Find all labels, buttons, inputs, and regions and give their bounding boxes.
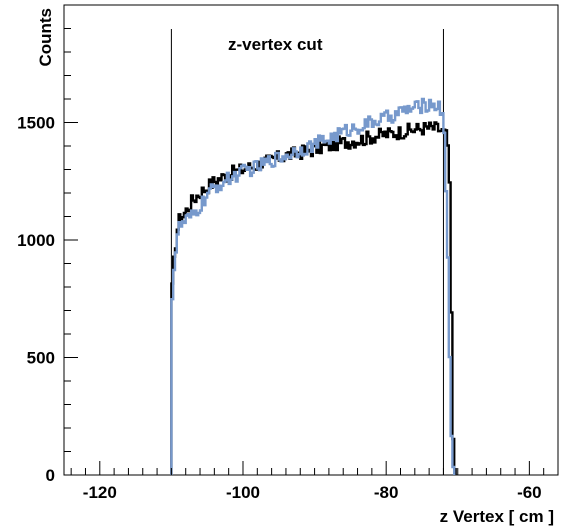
x-tick-label: -60 <box>517 483 542 502</box>
plot-frame <box>63 4 559 476</box>
y-tick-label: 1000 <box>17 231 55 250</box>
y-tick-label: 500 <box>27 349 55 368</box>
cut-lines <box>170 29 444 475</box>
y-tick-label: 1500 <box>17 114 55 133</box>
y-tick-label: 0 <box>46 466 55 485</box>
x-axis-title: z Vertex [ cm ] <box>440 507 554 526</box>
series-line-0 <box>170 121 457 475</box>
x-tick-label: -100 <box>226 483 260 502</box>
series-line-1 <box>170 97 456 475</box>
x-axis-ticks <box>70 461 559 475</box>
y-axis-title: Counts <box>36 8 55 67</box>
y-axis-tick-labels: 0 500 1000 1500 <box>17 114 55 486</box>
annotation-text: z-vertex cut <box>228 35 323 54</box>
x-tick-label: -120 <box>83 483 117 502</box>
x-axis-tick-labels: -120 -100 -80 -60 <box>83 483 542 502</box>
y-axis-ticks <box>64 4 78 476</box>
series-layer <box>170 97 457 475</box>
x-tick-label: -80 <box>374 483 399 502</box>
